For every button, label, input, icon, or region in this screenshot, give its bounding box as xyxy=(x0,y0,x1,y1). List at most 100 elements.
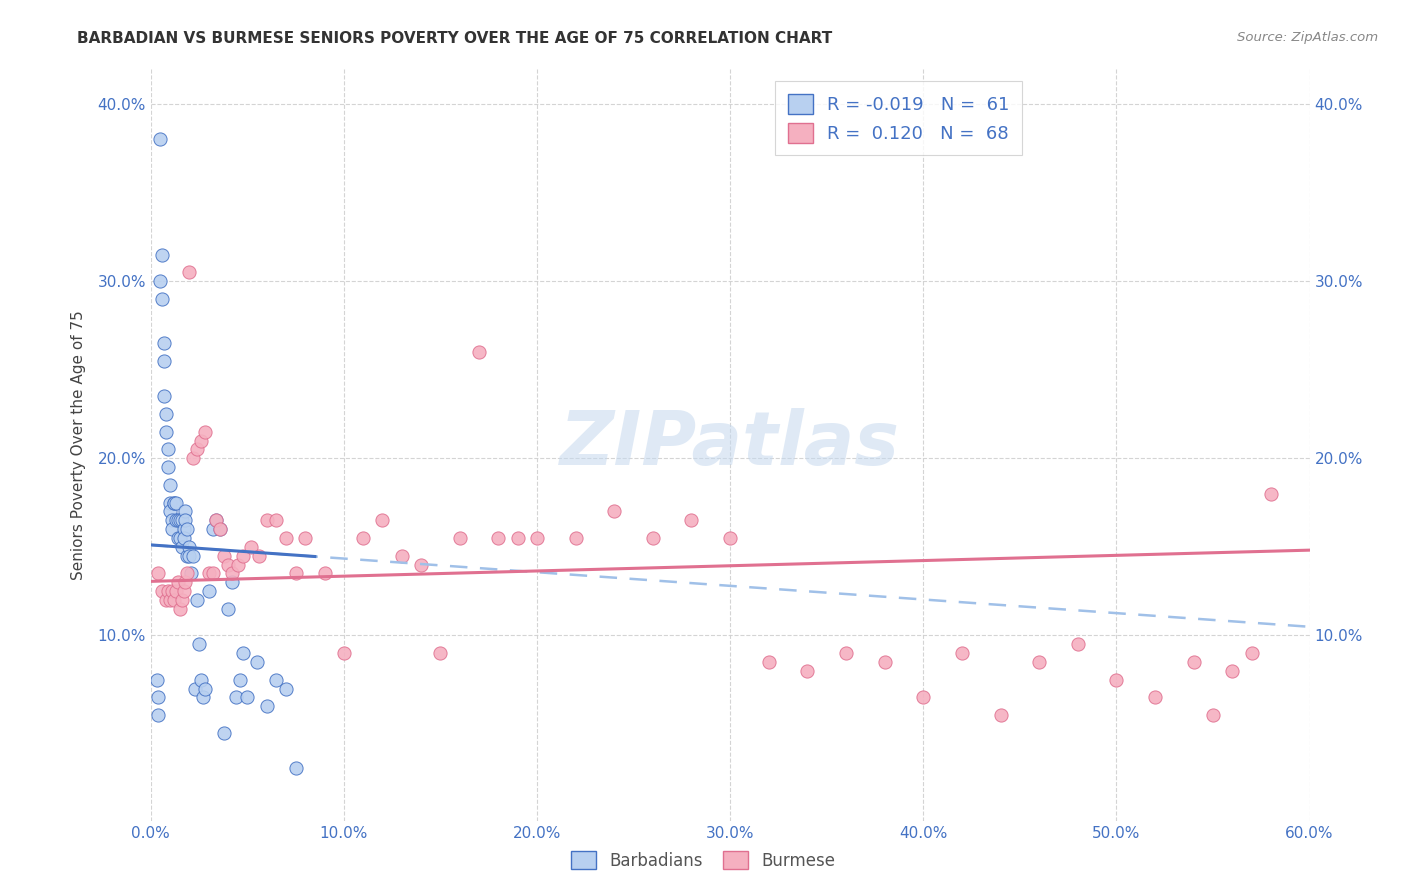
Point xyxy=(264,513,287,527)
Point xyxy=(174,575,197,590)
Y-axis label: Seniors Poverty Over the Age of 75: Seniors Poverty Over the Age of 75 xyxy=(72,310,86,580)
Point xyxy=(294,531,316,545)
Point xyxy=(1220,664,1243,678)
Point xyxy=(758,655,780,669)
Point xyxy=(153,389,176,403)
Point xyxy=(221,575,243,590)
Point xyxy=(165,584,187,599)
Point xyxy=(165,513,187,527)
Point xyxy=(155,425,177,439)
Point xyxy=(221,566,243,581)
Point xyxy=(264,673,287,687)
Point xyxy=(1260,486,1282,500)
Point xyxy=(173,584,195,599)
Point xyxy=(155,593,177,607)
Point xyxy=(165,495,187,509)
Point xyxy=(603,504,626,518)
Point xyxy=(217,558,239,572)
Point xyxy=(835,646,858,660)
Point xyxy=(180,566,202,581)
Point xyxy=(153,336,176,351)
Point xyxy=(256,513,278,527)
Point xyxy=(148,690,170,705)
Point xyxy=(163,495,186,509)
Text: BARBADIAN VS BURMESE SENIORS POVERTY OVER THE AGE OF 75 CORRELATION CHART: BARBADIAN VS BURMESE SENIORS POVERTY OVE… xyxy=(77,31,832,46)
Point xyxy=(170,513,193,527)
Point xyxy=(912,690,935,705)
Point xyxy=(1182,655,1205,669)
Point xyxy=(159,504,181,518)
Point xyxy=(194,681,217,696)
Point xyxy=(564,531,586,545)
Point xyxy=(163,495,186,509)
Point xyxy=(429,646,451,660)
Point xyxy=(179,549,201,563)
Point xyxy=(176,522,198,536)
Point xyxy=(197,584,219,599)
Point xyxy=(796,664,818,678)
Point xyxy=(181,549,204,563)
Point xyxy=(157,460,180,475)
Point xyxy=(274,531,297,545)
Point xyxy=(166,531,188,545)
Point xyxy=(232,646,254,660)
Point xyxy=(169,602,191,616)
Point xyxy=(486,531,509,545)
Point xyxy=(371,513,394,527)
Point xyxy=(190,434,212,448)
Point xyxy=(256,699,278,714)
Point xyxy=(166,513,188,527)
Point xyxy=(333,646,356,660)
Point xyxy=(205,513,228,527)
Point xyxy=(718,531,741,545)
Point xyxy=(246,655,269,669)
Point xyxy=(950,646,973,660)
Point xyxy=(160,513,183,527)
Point xyxy=(681,513,703,527)
Point xyxy=(186,593,208,607)
Point xyxy=(526,531,548,545)
Point xyxy=(212,726,235,740)
Point xyxy=(240,540,263,554)
Point xyxy=(160,584,183,599)
Point xyxy=(150,584,173,599)
Point xyxy=(209,522,232,536)
Point xyxy=(190,673,212,687)
Point xyxy=(176,566,198,581)
Point xyxy=(148,708,170,723)
Point xyxy=(179,540,201,554)
Point xyxy=(274,681,297,696)
Point xyxy=(173,531,195,545)
Point xyxy=(205,513,228,527)
Point xyxy=(212,549,235,563)
Point xyxy=(226,558,249,572)
Point xyxy=(157,584,180,599)
Point xyxy=(641,531,664,545)
Point xyxy=(150,247,173,261)
Point xyxy=(352,531,374,545)
Point xyxy=(284,761,307,775)
Point xyxy=(247,549,270,563)
Point xyxy=(179,265,201,279)
Point xyxy=(197,566,219,581)
Point xyxy=(169,531,191,545)
Point xyxy=(1240,646,1263,660)
Point xyxy=(209,522,232,536)
Point xyxy=(170,593,193,607)
Point xyxy=(1143,690,1166,705)
Point xyxy=(159,593,181,607)
Point xyxy=(506,531,529,545)
Point xyxy=(468,345,491,359)
Point xyxy=(449,531,471,545)
Point xyxy=(391,549,413,563)
Point xyxy=(194,425,217,439)
Point xyxy=(160,522,183,536)
Point xyxy=(155,407,177,421)
Text: ZIPatlas: ZIPatlas xyxy=(560,409,900,482)
Point xyxy=(186,442,208,457)
Point xyxy=(145,673,167,687)
Point xyxy=(225,690,247,705)
Point xyxy=(150,292,173,306)
Point xyxy=(1105,673,1128,687)
Point xyxy=(166,575,188,590)
